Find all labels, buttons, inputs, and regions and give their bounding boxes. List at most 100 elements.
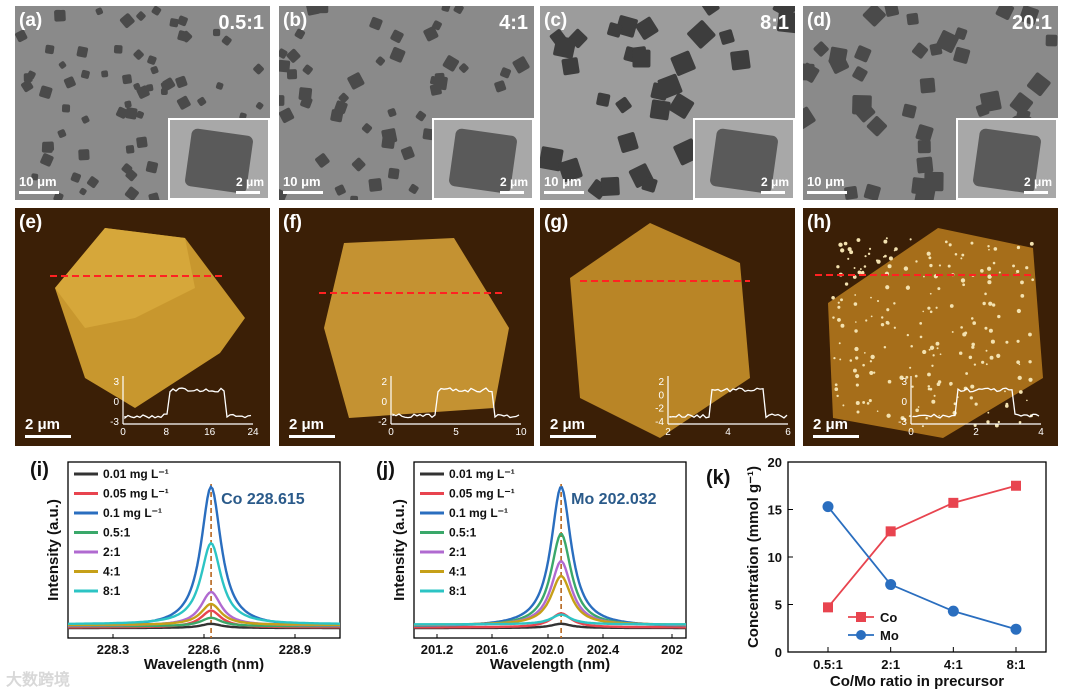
spectrum-line [414,486,687,627]
data-point [823,602,833,613]
legend-label: 4:1 [449,565,467,579]
afm-x-tick: 8 [164,427,170,438]
sem-inset: 2 μm [432,118,534,200]
sem-panel: (c) 8:1 10 μm 2 μm [540,6,795,200]
sem-inset: 2 μm [168,118,270,200]
ratio-label: 0.5:1 [218,12,264,34]
panel-label: (e) [19,212,43,233]
scale-bar: 10 μm [544,174,584,194]
x-tick-label: 8:1 [1007,657,1026,672]
x-tick-label: 0.5:1 [813,657,843,672]
afm-image: 30-30 2 4 [803,208,1058,446]
afm-image: 20-2-42 4 6 [540,208,795,446]
legend-label: 0.01 mg L⁻¹ [103,467,169,481]
panel-label: (k) [706,467,730,489]
legend-label: 8:1 [449,584,467,598]
spectrum-line [68,616,340,628]
afm-y-tick: 0 [658,390,664,401]
scale-bar: 2 μm [813,416,859,438]
afm-y-tick: 3 [901,377,907,388]
data-point [947,605,959,617]
legend-label: 2:1 [103,545,121,559]
x-tick-label: 4:1 [944,657,963,672]
concentration-chart: 0 5 10 15 20 0.5:1 2:1 4:1 8:1 Co Mo Co/Mo ratio in… [706,455,1047,690]
peak-label: Co 228.615 [221,491,305,508]
panel-label: (b) [283,10,308,31]
panel-label: (f) [283,212,302,233]
y-tick-label: 15 [768,503,782,518]
x-tick-label: 228.9 [279,642,312,657]
afm-y-tick: -3 [110,417,119,428]
y-tick-label: 0 [775,645,782,660]
spectrum-line [68,609,340,629]
legend-label: 0.5:1 [449,526,477,540]
spectrum-line [68,590,340,627]
series-line [827,484,1017,608]
afm-x-tick: 4 [725,427,731,438]
scale-bar: 2 μm [25,416,71,438]
x-tick-label: 202.0 [532,642,565,657]
legend-label: 0.05 mg L⁻¹ [449,487,515,501]
afm-y-tick: 2 [381,377,387,388]
scale-bar: 2 μm [550,416,596,438]
legend-label: 0.1 mg L⁻¹ [449,506,508,520]
panel-label: (d) [807,10,832,31]
spectrum-line [68,484,340,627]
afm-x-tick: 16 [204,427,216,438]
afm-y-tick: 0 [901,397,907,408]
y-axis-label: Concentration (mmol g⁻¹) [745,466,762,648]
sem-panel: (d) 20:1 10 μm 2 μm [803,6,1058,200]
spectrum-line [68,622,340,630]
spectrum-chart-j: 0.01 mg L⁻¹ 0.05 mg L⁻¹ 0.1 mg L⁻¹ 0.5:1 2:1… [376,459,687,673]
inset-scale-bar: 2 μm [760,175,789,194]
afm-x-tick: 5 [453,427,459,438]
afm-x-tick: 0 [908,427,914,438]
legend-label: 4:1 [103,565,121,579]
afm-x-tick: 4 [1038,427,1044,438]
sem-panel: (a) 0.5:1 10 μm 2 μm [15,6,270,200]
y-tick-label: 10 [768,550,782,565]
spectrum-chart-i: 0.01 mg L⁻¹ 0.05 mg L⁻¹ 0.1 mg L⁻¹ 0.5:1 2:1… [30,459,341,673]
ratio-label: 8:1 [760,12,789,34]
legend-label: 8:1 [103,584,121,598]
spectrum-line [414,612,686,629]
afm-x-tick: 2 [973,427,979,438]
y-tick-label: 20 [768,455,782,470]
spectrum-line [414,613,686,626]
sem-inset: 2 μm [956,118,1058,200]
spectrum-line [414,622,686,630]
x-tick-label: 2:1 [881,657,900,672]
sem-image [15,6,270,200]
x-tick-label: 202 [661,642,683,657]
afm-y-tick: 0 [113,397,119,408]
panel-label: (g) [544,212,569,233]
series-line [827,506,1017,631]
y-axis-label: Intensity (a.u.) [45,499,62,601]
spectrum-line [68,541,340,625]
x-tick-label: 202.4 [587,642,620,657]
afm-panel: 3 0 -3 0 2 4 (h) 2 μm [803,208,1058,446]
scale-bar: 10 μm [19,174,59,194]
afm-panel: 2 0 -2 0 5 10 (f) 2 μm [279,208,534,446]
afm-panel: 2 0 -2 -4 2 4 6 (g) 2 μm [540,208,795,446]
afm-x-tick: 0 [388,427,394,438]
spectrum-line [68,602,340,626]
legend-label: 2:1 [449,545,467,559]
data-point [885,526,896,537]
x-axis-label: Co/Mo ratio in precursor [830,673,1004,690]
data-point [1011,480,1021,491]
data-point [885,579,897,591]
afm-x-tick: 24 [247,427,259,438]
data-point [948,497,959,508]
afm-x-tick: 10 [515,427,527,438]
x-axis-label: Wavelength (nm) [144,656,264,673]
panel-label: (j) [376,459,395,481]
data-point [822,501,834,513]
afm-y-tick: -4 [655,417,664,428]
legend-label: Mo [880,628,899,643]
legend-label: 0.01 mg L⁻¹ [449,467,515,481]
ratio-label: 4:1 [499,12,528,34]
afm-x-tick: 6 [785,427,791,438]
scale-bar: 10 μm [807,174,847,194]
legend-label: Co [880,610,897,625]
